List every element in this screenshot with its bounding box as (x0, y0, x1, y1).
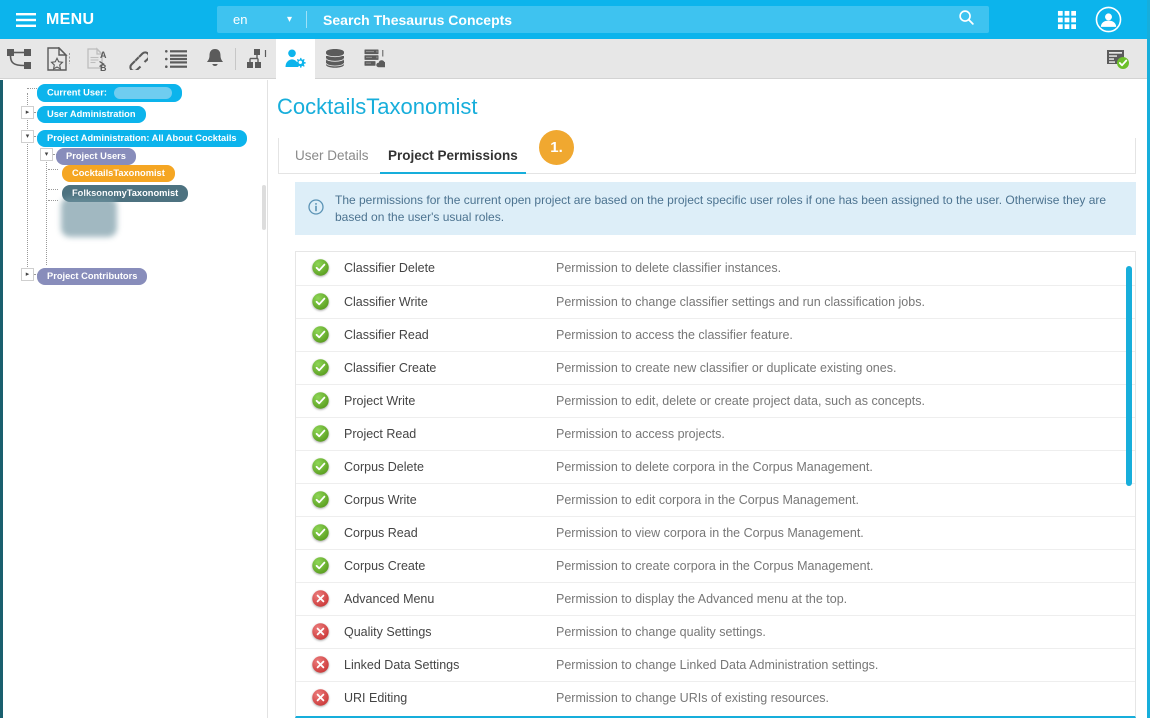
svg-text:B: B (100, 63, 107, 71)
svg-text:A: A (100, 50, 107, 60)
